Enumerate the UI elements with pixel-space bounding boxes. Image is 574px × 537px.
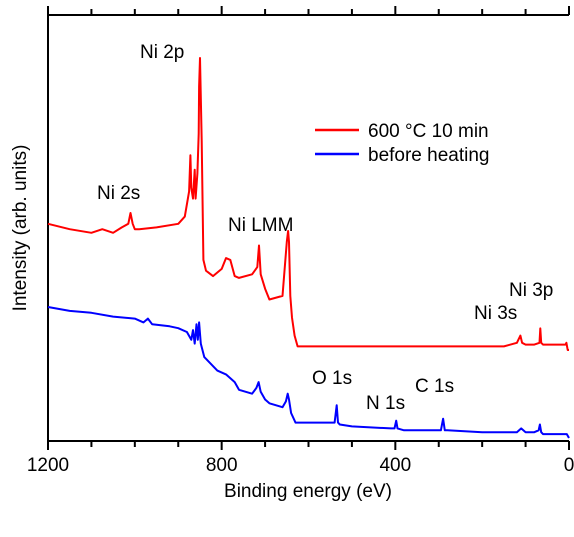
x-tick-label-0: 0	[564, 455, 574, 476]
legend-label-600c: 600 °C 10 min	[368, 121, 489, 142]
x-tick-label-1200: 1200	[27, 455, 69, 476]
series-line-600c-10min	[47, 57, 569, 351]
axes-frame	[47, 14, 569, 442]
annotation-ni-lmm: Ni LMM	[228, 215, 293, 236]
legend-label-before-heating: before heating	[368, 145, 490, 166]
x-tick-label-400: 400	[379, 455, 411, 476]
y-axis-label: Intensity (arb. units)	[10, 145, 31, 312]
annotation-c-1s: C 1s	[415, 376, 454, 397]
annotation-n-1s: N 1s	[366, 393, 405, 414]
annotation-ni-3s: Ni 3s	[474, 303, 517, 324]
annotation-ni-2p: Ni 2p	[140, 42, 184, 63]
x-axis-ticks	[47, 6, 570, 450]
annotation-ni-2s: Ni 2s	[97, 183, 140, 204]
series-line-before-heating	[47, 306, 570, 439]
legend: 600 °C 10 min before heating	[315, 121, 490, 166]
series-layer	[47, 57, 570, 439]
x-axis-tick-labels: 1200 800 400 0	[27, 455, 574, 476]
annotation-ni-3p: Ni 3p	[509, 280, 553, 301]
x-tick-label-800: 800	[206, 455, 238, 476]
annotation-o-1s: O 1s	[312, 368, 352, 389]
x-axis-label: Binding energy (eV)	[224, 481, 392, 502]
